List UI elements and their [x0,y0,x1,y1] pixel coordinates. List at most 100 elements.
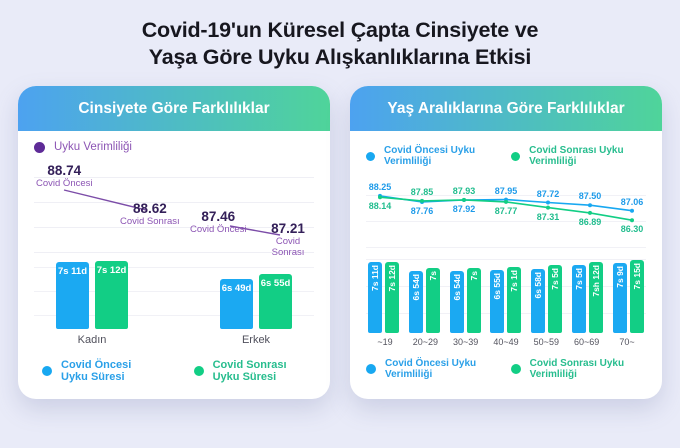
age-efficiency-legend-bottom: Covid Öncesi Uyku Verimliliği Covid Sonr… [366,358,646,380]
bar-group: 6s 49d 6s 55d [220,274,292,329]
blue-dot-icon [366,364,376,374]
bar-group: 6s 58d 7s 5d [531,265,563,333]
gender-duration-bars: 7s 11d 7s 12d 6s 49d 6s 55d [34,257,314,329]
annotation-kadin-post: 88.62 Covid Sonrası [120,201,180,227]
line-point [588,210,592,215]
age-x-label: ~19 [377,337,393,347]
bar: 7s 12d [385,262,399,333]
trend-line-kadin [63,189,147,211]
gender-duration-legend: Covid Öncesi Uyku Süresi Covid Sonrası U… [34,359,314,383]
page-title-line2: Yaşa Göre Uyku Alışkanlıklarına Etkisi [148,45,532,69]
age-efficiency-legend-top: Covid Öncesi Uyku Verimliliği Covid Sonr… [366,145,646,167]
legend-item-oncesi: Covid Öncesi Uyku Süresi [42,359,160,383]
age-x-label: 60~69 [574,337,600,347]
bar: 6s 54d [408,271,423,333]
bar: 6s 54d [449,271,464,333]
bar: 7s [466,268,481,333]
age-x-label: 40~49 [493,337,519,347]
legend-item-oncesi: Covid Öncesi Uyku Verimliliği [366,358,499,380]
green-dot-icon [511,151,521,161]
bar: 6s 55d [259,274,292,329]
bar-value-label: 6s 58d [533,272,544,299]
line-point-label: 88.25 [368,181,392,192]
age-x-label: 20~29 [412,337,438,347]
bar-group: 6s 55d 7s 1d [490,267,522,333]
bar: 6s 55d [490,270,505,333]
x-label-erkek: Erkek [241,334,271,346]
age-x-labels: ~19 20~29 30~39 40~49 50~59 60~69 70~ [366,337,646,347]
bar: 7s 11d [368,262,382,333]
line-point-label: 87.85 [410,186,434,197]
trend-line-erkek [229,225,281,236]
bar-group: 7s 9d 7s 15d [612,260,644,333]
annotation-value: 88.62 [132,201,167,216]
legend-label: Covid Sonrası Uyku Verimliliği [529,358,625,380]
line-point-label: 87.92 [452,204,476,214]
green-dot-icon [193,366,204,376]
bar-group: 6s 54d 7s [449,268,481,333]
line-point [420,198,424,203]
bar-value-label: 7s 12d [387,265,397,292]
bar: 7s 12d [95,261,128,329]
bar-value-label: 7s 5d [550,268,561,290]
bar-value-label: 7s 15d [631,263,642,290]
bar-value-label: 6s 55d [492,273,503,300]
gender-x-labels: Kadın Erkek [34,334,314,346]
bar: 7s 1d [507,267,522,333]
annotation-label: Covid Sonrası [271,236,305,258]
gender-efficiency-chart: 88.74 Covid Öncesi 88.62 Covid Sonrası 8… [34,163,314,258]
annotation-value: 87.46 [201,209,236,224]
annotation-label: Covid Sonrası [120,216,180,227]
annotation-erkek-pre: 87.46 Covid Öncesi [190,209,247,235]
bar-value-label: 6s 49d [221,283,252,294]
annotation-label: Covid Öncesi [190,224,247,235]
efficiency-legend: Uyku Verimliliği [34,141,314,153]
purple-dot-icon [34,141,45,153]
legend-item-sonrasi: Covid Sonrası Uyku Süresi [193,359,314,383]
bar-value-label: 7s 5d [574,268,585,290]
gender-card-header: Cinsiyete Göre Farklılıklar [18,86,330,131]
line-point-label: 87.76 [410,206,434,216]
annotation-value: 87.21 [271,221,305,236]
bar-value-label: 7s 1d [509,270,520,292]
age-card-body: Covid Öncesi Uyku Verimliliği Covid Sonr… [350,131,662,380]
bar-value-label: 6s 54d [451,274,462,301]
bar-value-label: 7s [468,271,479,281]
annotation-value: 88.74 [47,163,82,178]
line-point [546,205,550,210]
bar: 7sh 12d [589,262,604,333]
line-point-label: 86.30 [620,224,644,235]
bar: 6s 49d [220,279,253,329]
legend-label: Covid Sonrası Uyku Verimliliği [529,145,624,167]
legend-item-sonrasi: Covid Sonrası Uyku Verimliliği [511,145,646,167]
bar-group: 7s 5d 7sh 12d [572,262,604,333]
legend-label: Covid Öncesi Uyku Süresi [61,359,132,383]
gender-card: Cinsiyete Göre Farklılıklar Uyku Verimli… [18,86,330,399]
x-label-kadin: Kadın [77,334,107,346]
legend-label: Covid Öncesi Uyku Verimliliği [384,145,476,167]
blue-dot-icon [42,366,52,376]
bar-value-label: 7s 11d [57,266,88,277]
age-x-label: 50~59 [533,337,559,347]
bar: 7s [425,268,440,333]
bar-value-label: 7s 9d [614,266,625,288]
line-point-label: 87.93 [452,185,476,196]
line-point-label: 87.50 [578,191,602,202]
trend-lines [63,189,281,236]
age-duration-bars: 7s 11d 7s 12d 6s 54d 7s 6s 54d 7s 6s 55d 7s 1d 6… [366,253,646,333]
age-card-header: Yaş Aralıklarına Göre Farklılıklar [350,86,662,131]
legend-item-oncesi: Covid Öncesi Uyku Verimliliği [366,145,498,167]
age-x-label: 30~39 [453,337,479,347]
annotation-erkek-post: 87.21 Covid Sonrası [262,221,314,258]
bar: 7s 5d [548,265,563,333]
bar-group: 7s 11d 7s 12d [368,262,399,333]
legend-label: Covid Sonrası Uyku Süresi [212,359,287,383]
bar: 7s 5d [572,265,587,333]
efficiency-legend-label: Uyku Verimliliği [54,141,132,153]
line-point-label: 87.06 [620,196,644,207]
green-dot-icon [510,364,521,374]
line-point [630,208,634,213]
page-title: Covid-19'un Küresel Çapta Cinsiyete ve Y… [0,0,680,71]
line-point [378,195,382,200]
